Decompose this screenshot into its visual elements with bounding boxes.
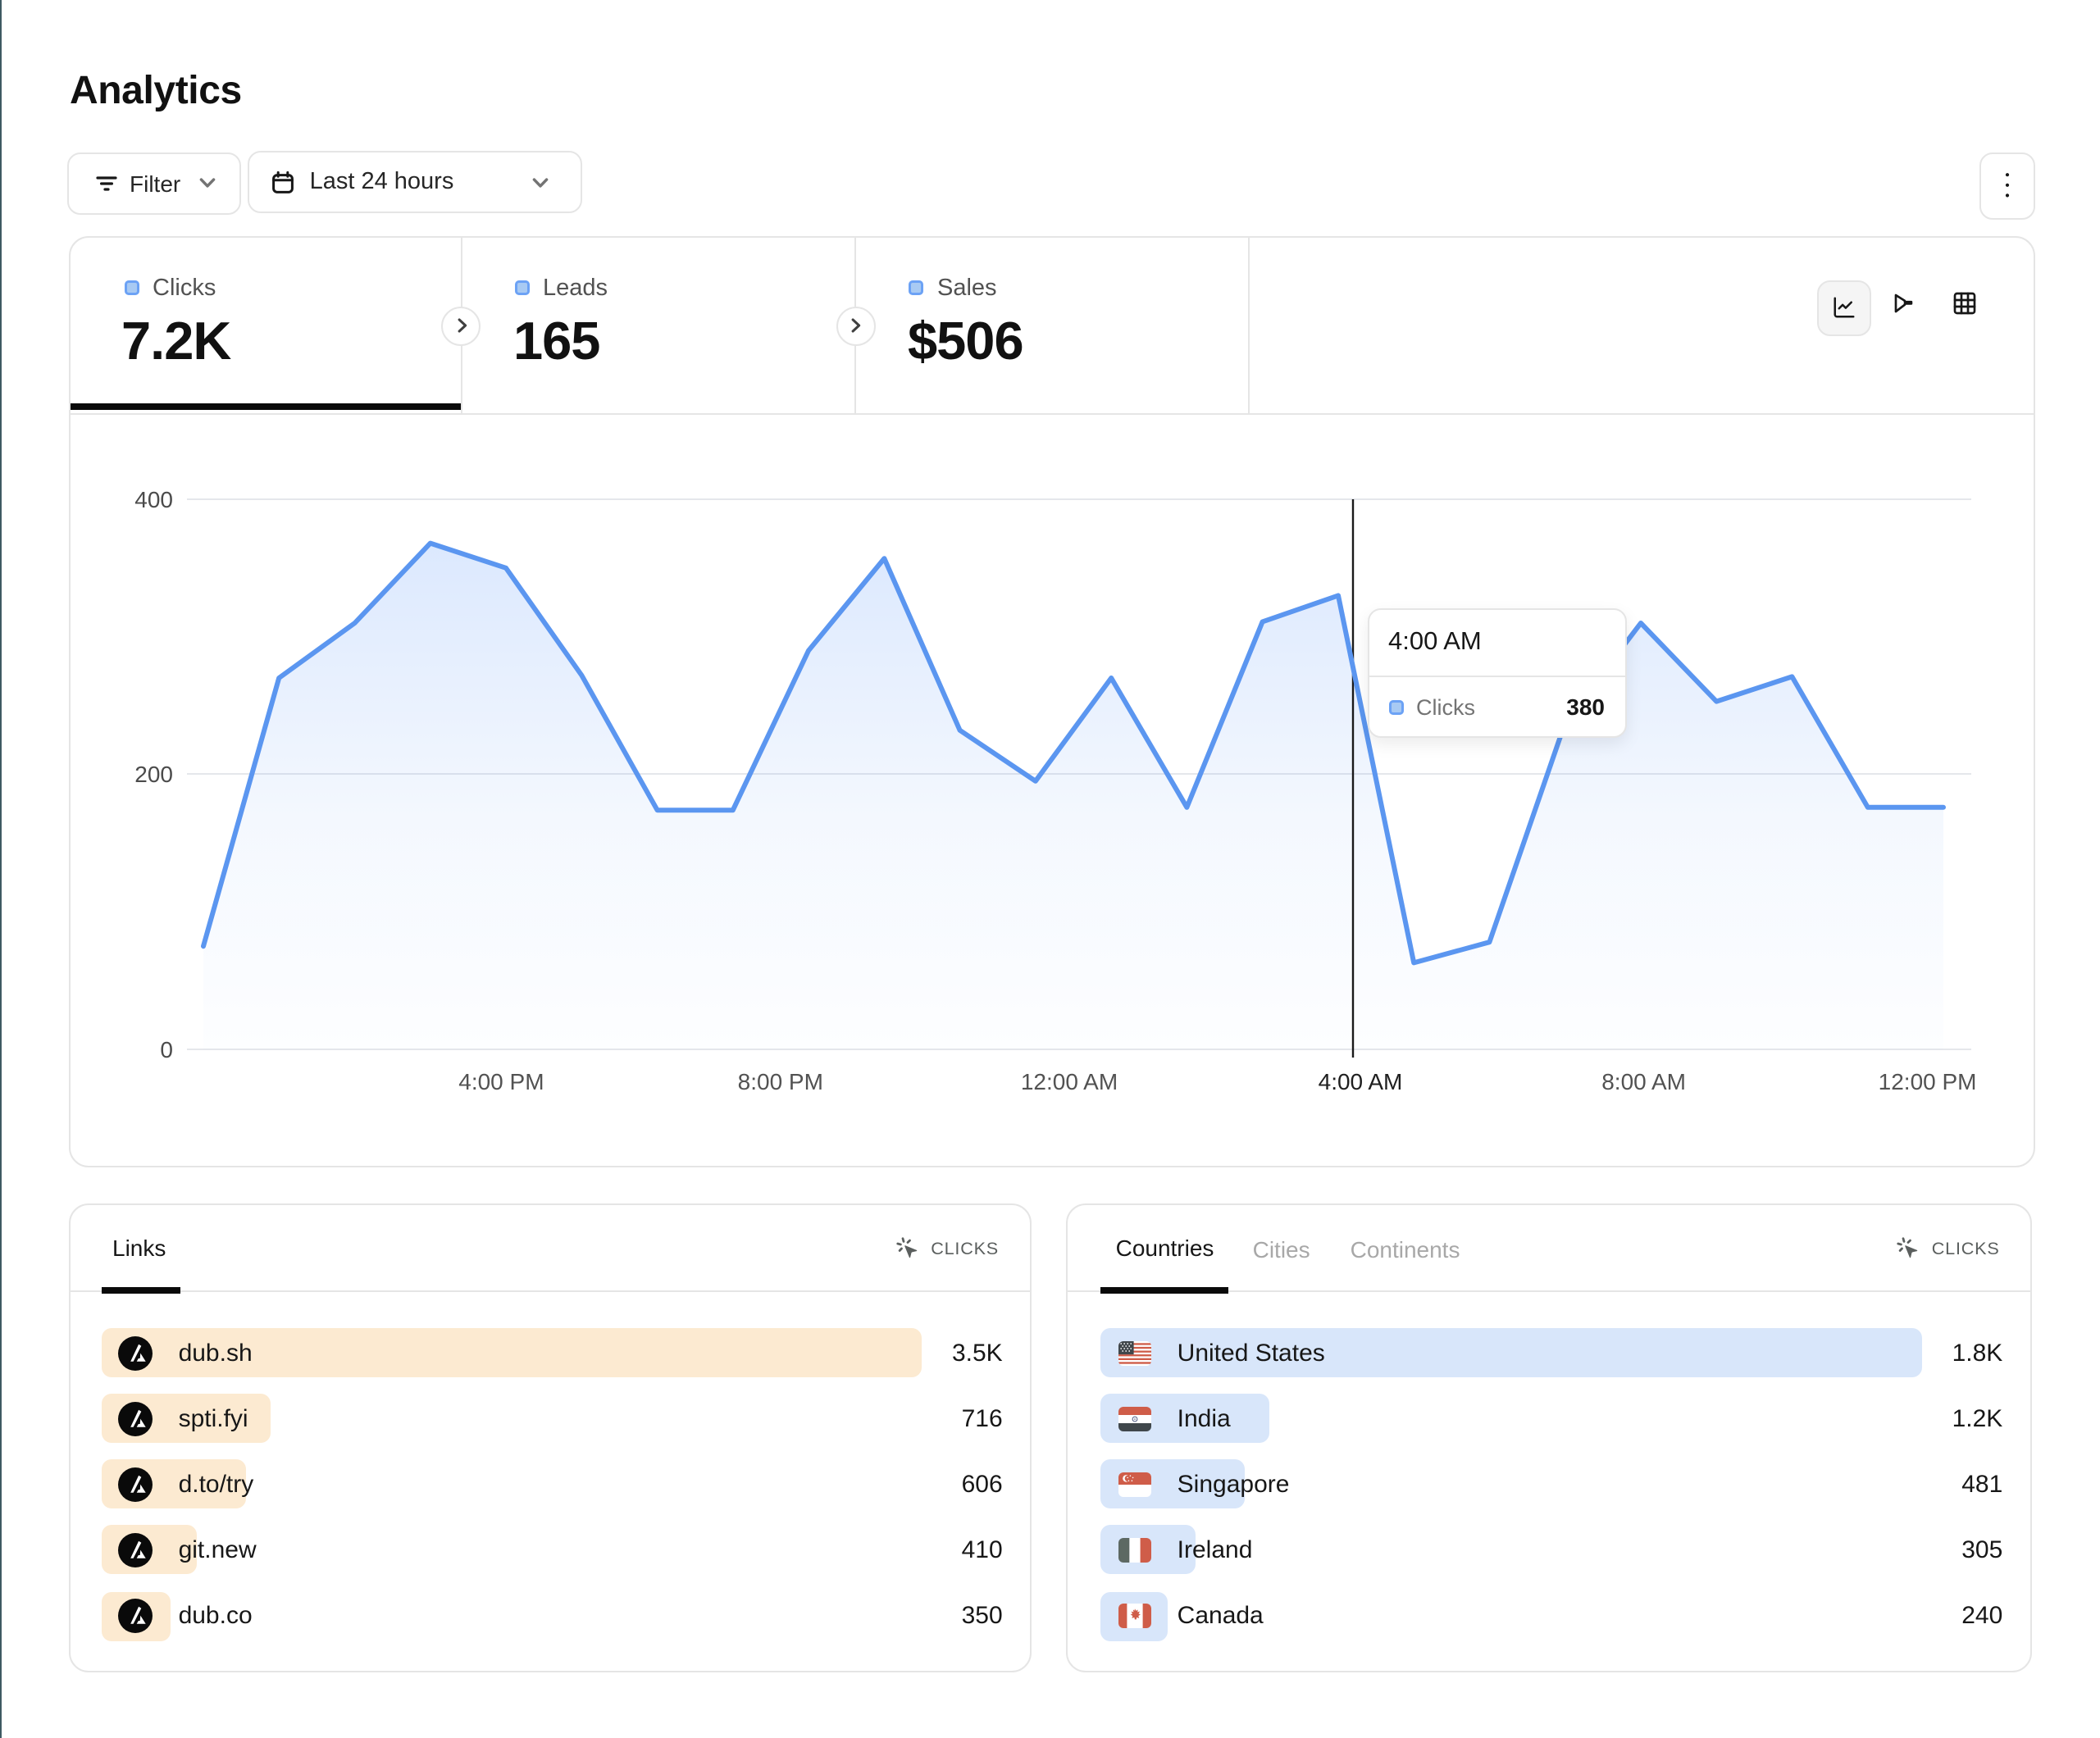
svg-text:8:00 PM: 8:00 PM	[737, 1069, 822, 1094]
svg-text:8:00 AM: 8:00 AM	[1601, 1069, 1685, 1094]
svg-text:12:00 PM: 12:00 PM	[1878, 1069, 1976, 1094]
svg-text:4:00 AM: 4:00 AM	[1318, 1069, 1402, 1094]
svg-text:200: 200	[134, 762, 172, 787]
svg-text:12:00 AM: 12:00 AM	[1020, 1069, 1117, 1094]
svg-text:400: 400	[134, 487, 172, 512]
svg-text:4:00 PM: 4:00 PM	[458, 1069, 543, 1094]
svg-text:0: 0	[159, 1037, 172, 1062]
